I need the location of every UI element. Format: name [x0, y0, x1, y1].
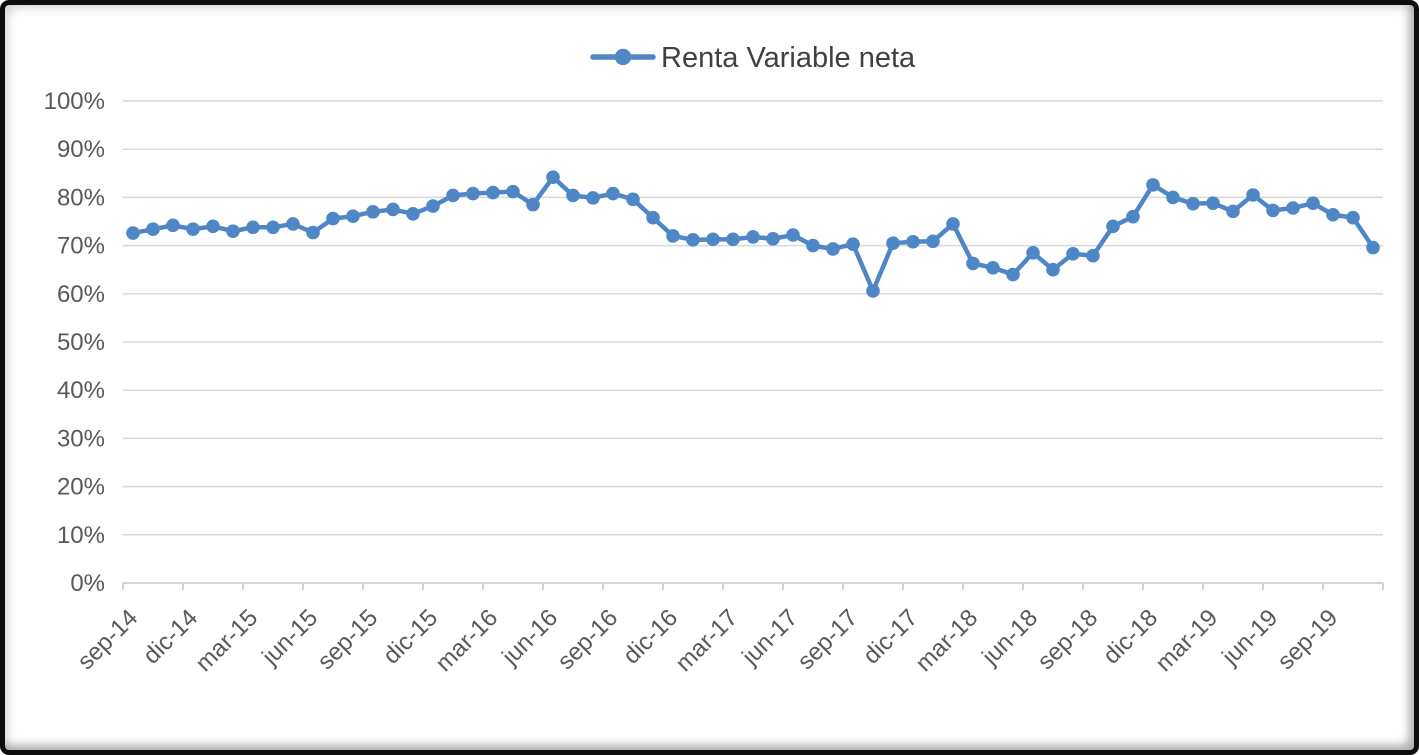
data-point-marker — [1166, 190, 1180, 205]
data-point-marker — [1026, 246, 1040, 260]
x-axis-tick-label: jun-16 — [496, 604, 563, 671]
data-point-marker — [906, 234, 920, 249]
y-axis-tick-label: 10% — [57, 522, 105, 549]
data-point-marker — [146, 222, 160, 237]
x-axis-tick-label: mar-15 — [190, 604, 263, 677]
legend-label: Renta Variable neta — [661, 42, 916, 74]
data-point-marker — [1146, 178, 1160, 192]
y-axis-tick-label: 50% — [57, 329, 105, 356]
data-point-marker — [526, 197, 540, 212]
data-point-marker — [386, 202, 400, 217]
x-axis-tick-label: jun-17 — [736, 604, 803, 671]
legend-marker-icon — [614, 48, 632, 66]
data-point-marker — [706, 232, 720, 247]
data-point-marker — [326, 211, 340, 226]
data-point-marker — [1246, 188, 1260, 202]
data-point-marker — [286, 217, 300, 231]
data-point-marker — [586, 191, 600, 205]
x-axis-tick-label: mar-17 — [670, 604, 743, 677]
x-axis-tick-label: sep-19 — [1272, 604, 1343, 675]
data-point-marker — [886, 236, 900, 250]
x-axis-tick-label: sep-18 — [1032, 604, 1103, 675]
renta-variable-line-chart: 0%10%20%30%40%50%60%70%80%90%100%sep-14d… — [44, 42, 1384, 677]
data-point-marker — [986, 260, 1000, 275]
data-point-marker — [166, 218, 180, 233]
y-axis-tick-label: 70% — [57, 233, 105, 260]
data-point-marker — [1266, 203, 1280, 218]
data-point-marker — [246, 220, 260, 235]
y-axis-tick-label: 60% — [57, 281, 105, 308]
data-point-marker — [226, 224, 240, 238]
data-point-marker — [1186, 196, 1200, 211]
data-point-marker — [846, 237, 860, 251]
y-axis-tick-label: 0% — [70, 570, 105, 597]
data-point-marker — [606, 186, 620, 201]
data-point-marker — [826, 242, 840, 256]
data-point-marker — [1046, 262, 1060, 277]
x-axis-tick-label: mar-16 — [430, 604, 503, 677]
data-point-marker — [626, 192, 640, 207]
data-point-marker — [486, 185, 500, 200]
data-point-marker — [766, 232, 780, 246]
data-point-marker — [966, 256, 980, 271]
data-point-marker — [186, 222, 200, 237]
x-axis-tick-label: jun-18 — [976, 604, 1043, 671]
data-point-marker — [1346, 210, 1360, 225]
data-point-marker — [806, 238, 820, 253]
x-axis-tick-label: sep-15 — [312, 604, 383, 675]
data-point-marker — [366, 205, 380, 219]
data-point-marker — [926, 234, 940, 249]
data-point-marker — [786, 228, 800, 242]
y-axis-tick-label: 30% — [57, 425, 105, 452]
data-point-marker — [506, 184, 520, 199]
data-point-marker — [1226, 204, 1240, 219]
data-point-marker — [1366, 240, 1380, 255]
data-point-marker — [546, 170, 560, 184]
y-axis-tick-label: 20% — [57, 474, 105, 501]
data-point-marker — [1206, 196, 1220, 210]
data-point-marker — [1066, 246, 1080, 261]
data-point-marker — [746, 230, 760, 244]
data-point-marker — [946, 217, 960, 231]
data-point-marker — [566, 188, 580, 203]
data-point-marker — [1086, 248, 1100, 263]
data-point-marker — [346, 209, 360, 223]
data-point-marker — [1126, 209, 1140, 224]
data-point-marker — [266, 220, 280, 235]
data-point-marker — [666, 229, 680, 243]
x-axis-tick-label: mar-19 — [1150, 604, 1223, 677]
data-point-marker — [1006, 267, 1020, 282]
y-axis-tick-label: 100% — [44, 88, 105, 115]
x-axis-tick-label: sep-14 — [72, 604, 143, 675]
data-point-marker — [726, 232, 740, 247]
data-point-marker — [126, 226, 140, 240]
x-axis-tick-label: jun-15 — [256, 604, 323, 671]
y-axis-tick-label: 40% — [57, 377, 105, 404]
data-point-marker — [686, 233, 700, 247]
data-point-marker — [446, 188, 460, 203]
data-point-marker — [206, 219, 220, 234]
x-axis-tick-label: mar-18 — [910, 604, 983, 677]
x-axis-tick-label: sep-17 — [792, 604, 863, 675]
data-point-marker — [866, 284, 880, 298]
data-point-marker — [1106, 219, 1120, 234]
data-point-marker — [406, 206, 420, 221]
y-axis-tick-label: 90% — [57, 136, 105, 163]
data-point-marker — [426, 199, 440, 213]
data-point-marker — [466, 186, 480, 201]
data-point-marker — [1286, 201, 1300, 215]
data-point-marker — [646, 210, 660, 225]
x-axis-tick-label: jun-19 — [1216, 604, 1283, 671]
x-axis-tick-label: sep-16 — [552, 604, 623, 675]
data-point-marker — [1306, 196, 1320, 210]
y-axis-tick-label: 80% — [57, 184, 105, 211]
data-point-marker — [1326, 207, 1340, 222]
data-point-marker — [306, 225, 320, 240]
